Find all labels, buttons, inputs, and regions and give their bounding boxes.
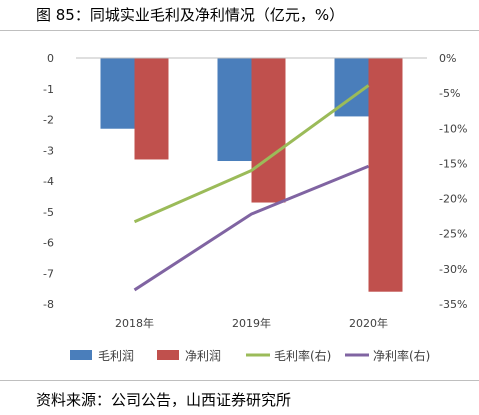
bar-net-profit-1	[251, 58, 286, 203]
legend-label: 毛利润	[98, 349, 134, 363]
right-axis: 0% -5% -10% -15% -20% -25% -30% -35%	[439, 52, 467, 311]
left-tick-label: -6	[43, 237, 54, 250]
right-tick-label: -5%	[439, 87, 460, 100]
right-tick-label: -25%	[439, 228, 467, 241]
line-series	[133, 84, 370, 292]
x-tick-label: 2020年	[349, 316, 388, 330]
gross-margin-line	[133, 84, 370, 224]
bar-gross-profit-0	[100, 58, 135, 129]
left-tick-label: -7	[43, 267, 54, 280]
legend-item: 净利润	[157, 349, 221, 363]
right-tick-label: -15%	[439, 157, 467, 170]
bar-net-profit-2	[368, 58, 403, 292]
legend-swatch	[157, 350, 179, 360]
bar-gross-profit-1	[217, 58, 252, 162]
legend-label: 净利润	[185, 349, 221, 363]
net-margin-line	[133, 164, 370, 292]
legend-item: 毛利率(右)	[246, 348, 331, 363]
right-tick-label: -30%	[439, 263, 467, 276]
left-tick-label: -8	[43, 298, 54, 311]
legend-label: 毛利率(右)	[274, 348, 331, 363]
bar-net-profit-0	[134, 58, 169, 160]
right-tick-label: -10%	[439, 122, 467, 135]
source-note: 资料来源：公司公告，山西证券研究所	[36, 391, 292, 409]
right-tick-label: 0%	[439, 52, 456, 65]
left-tick-label: -1	[43, 83, 54, 96]
title-rule	[0, 30, 479, 31]
left-tick-label: -3	[43, 144, 54, 157]
right-tick-label: -35%	[439, 298, 467, 311]
source-rule	[0, 380, 479, 381]
left-tick-label: -2	[43, 114, 54, 127]
legend-swatch	[70, 350, 92, 360]
legend-item: 毛利润	[70, 349, 134, 363]
legend-label: 净利率(右)	[373, 348, 430, 363]
profit-chart: 0 -1 -2 -3 -4 -5 -6 -7 -8 0% -5% -10% -15% -20% -25% -…	[43, 52, 467, 363]
right-tick-label: -20%	[439, 193, 467, 206]
left-tick-label: -4	[43, 175, 54, 188]
x-tick-label: 2019年	[232, 316, 271, 330]
figure-title: 图 85：同城实业毛利及净利情况（亿元，%）	[36, 6, 345, 24]
x-axis: 2018年 2019年 2020年	[115, 316, 388, 330]
left-axis: 0 -1 -2 -3 -4 -5 -6 -7 -8	[43, 52, 54, 311]
left-tick-label: 0	[47, 52, 54, 65]
chart-legend: 毛利润 净利润 毛利率(右) 净利率(右)	[70, 348, 430, 363]
left-tick-label: -5	[43, 206, 54, 219]
x-tick-label: 2018年	[115, 316, 154, 330]
legend-item: 净利率(右)	[345, 348, 430, 363]
bar-series	[100, 58, 403, 292]
